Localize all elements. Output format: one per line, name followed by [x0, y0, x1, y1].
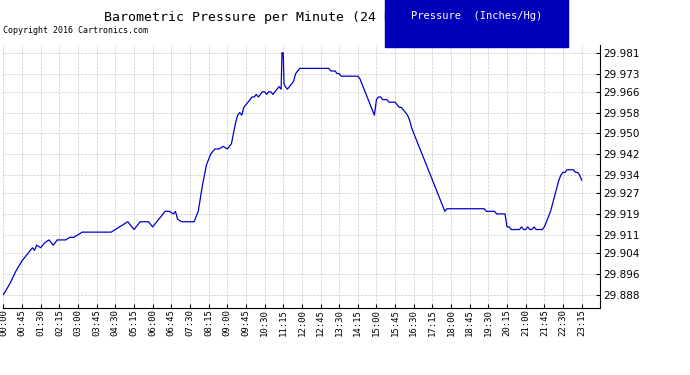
Text: Copyright 2016 Cartronics.com: Copyright 2016 Cartronics.com: [3, 26, 148, 35]
Text: Pressure  (Inches/Hg): Pressure (Inches/Hg): [411, 11, 542, 21]
Text: Barometric Pressure per Minute (24 Hours) 20160624: Barometric Pressure per Minute (24 Hours…: [104, 11, 504, 24]
